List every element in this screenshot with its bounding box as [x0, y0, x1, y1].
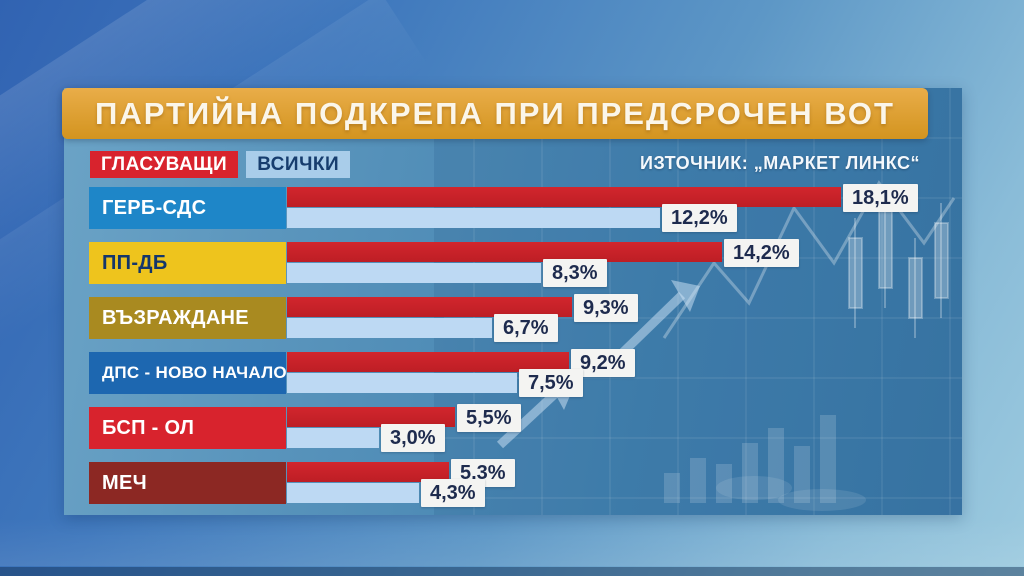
party-label: МЕЧ — [89, 462, 286, 504]
chart-row: МЕЧ 5,3% 4,3% — [89, 459, 969, 507]
all-bar — [287, 208, 660, 228]
page-title: ПАРТИЙНА ПОДКРЕПА ПРИ ПРЕДСРОЧЕН ВОТ — [95, 95, 895, 131]
all-bar — [287, 428, 379, 448]
voters-bar — [287, 187, 841, 207]
voters-value-label: 9,3% — [574, 294, 638, 322]
voters-bar — [287, 462, 449, 482]
party-label: БСП - ОЛ — [89, 407, 286, 449]
voters-bar — [287, 242, 722, 262]
source-label: ИЗТОЧНИК: „МАРКЕТ ЛИНКС“ — [640, 153, 920, 173]
legend-item-voters: ГЛАСУВАЩИ — [90, 151, 239, 178]
background-bottom-glow — [0, 518, 1024, 566]
chart-row: ВЪЗРАЖДАНЕ 9,3% 6,7% — [89, 294, 969, 342]
legend-item-all: ВСИЧКИ — [246, 151, 351, 178]
all-value-label: 4,3% — [421, 479, 485, 507]
party-label: ДПС - НОВО НАЧАЛО — [89, 352, 287, 394]
all-value-label: 3,0% — [381, 424, 445, 452]
voters-value-label: 14,2% — [724, 239, 799, 267]
voters-bar — [287, 297, 572, 317]
legend: ГЛАСУВАЩИ ВСИЧКИ — [90, 151, 351, 178]
all-bar — [287, 373, 517, 393]
all-value-label: 12,2% — [662, 204, 737, 232]
all-value-label: 7,5% — [519, 369, 583, 397]
party-label: ПП-ДБ — [89, 242, 286, 284]
all-bar — [287, 483, 419, 503]
voters-bar — [287, 407, 455, 427]
all-value-label: 8,3% — [543, 259, 607, 287]
voters-value-label: 18,1% — [843, 184, 918, 212]
background-bottom-strip — [0, 567, 1024, 576]
chart-row: БСП - ОЛ 5,5% 3,0% — [89, 404, 969, 452]
party-label: ВЪЗРАЖДАНЕ — [89, 297, 286, 339]
voters-bar — [287, 352, 569, 372]
all-bar — [287, 318, 492, 338]
voters-value-label: 5,5% — [457, 404, 521, 432]
chart-row: ПП-ДБ 14,2% 8,3% — [89, 239, 969, 287]
chart-row: ГЕРБ-СДС 18,1% 12,2% — [89, 184, 969, 232]
title-banner: ПАРТИЙНА ПОДКРЕПА ПРИ ПРЕДСРОЧЕН ВОТ — [62, 88, 928, 139]
all-bar — [287, 263, 541, 283]
all-value-label: 6,7% — [494, 314, 558, 342]
chart-row: ДПС - НОВО НАЧАЛО 9,2% 7,5% — [89, 349, 969, 397]
chart-rows: ГЕРБ-СДС 18,1% 12,2% ПП-ДБ 14,2% 8,3% ВЪЗРАЖДА… — [89, 184, 969, 517]
party-label: ГЕРБ-СДС — [89, 187, 286, 229]
